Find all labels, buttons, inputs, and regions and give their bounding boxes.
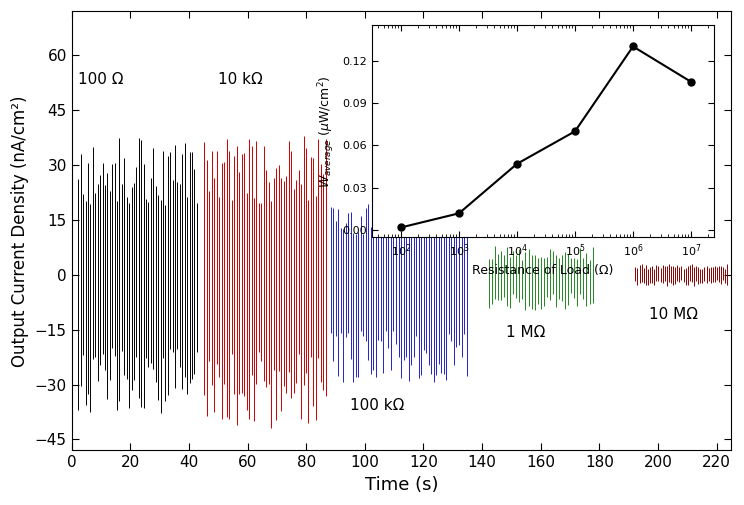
X-axis label: Time (s): Time (s) [365,476,438,494]
Text: 100 kΩ: 100 kΩ [350,398,405,413]
Text: 10 MΩ: 10 MΩ [650,307,698,322]
Y-axis label: Output Current Density (nA/cm²): Output Current Density (nA/cm²) [11,95,29,367]
Text: 1 MΩ: 1 MΩ [505,325,545,340]
Text: 10 kΩ: 10 kΩ [218,72,263,87]
Text: 100 Ω: 100 Ω [77,72,123,87]
Y-axis label: $W_{average}$ ($\mu$W/cm$^2$): $W_{average}$ ($\mu$W/cm$^2$) [316,75,337,188]
X-axis label: Resistance of Load (Ω): Resistance of Load (Ω) [472,264,614,277]
